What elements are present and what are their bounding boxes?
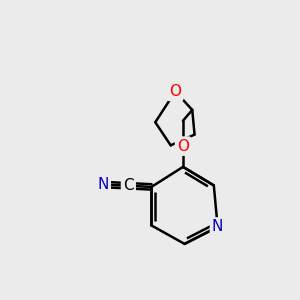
Text: N: N: [212, 220, 223, 235]
Text: O: O: [177, 139, 189, 154]
Text: O: O: [169, 84, 181, 99]
Text: N: N: [97, 177, 109, 192]
Text: C: C: [123, 178, 134, 193]
